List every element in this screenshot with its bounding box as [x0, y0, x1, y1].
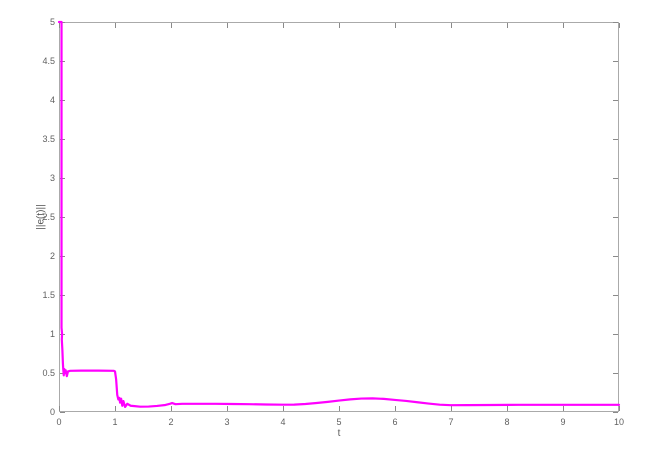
x-tick-label: 2 [168, 417, 174, 427]
y-tick-label: 1.5 [42, 290, 55, 300]
x-tick-label: 5 [336, 417, 342, 427]
y-tick-label: 4.5 [42, 56, 55, 66]
y-tick-label: 0.5 [42, 368, 55, 378]
x-tick-label: 7 [448, 417, 454, 427]
y-tick-label: 2 [49, 251, 55, 261]
y-tick-label: 1 [49, 329, 55, 339]
y-tick-label: 3 [49, 173, 55, 183]
y-axis-label: ||e(t)|| [35, 204, 47, 230]
x-tick-label: 4 [280, 417, 286, 427]
x-tick-label: 1 [112, 417, 118, 427]
series-line [57, 20, 621, 409]
x-axis-label: t [337, 428, 341, 439]
x-tick-label: 6 [392, 417, 398, 427]
axis-box [59, 22, 619, 412]
y-tick-label: 3.5 [42, 134, 55, 144]
y-tick-label: 5 [49, 17, 55, 27]
y-tick-label: 4 [49, 95, 55, 105]
x-tick-label: 8 [504, 417, 510, 427]
plot-area [57, 20, 621, 413]
x-tick-label: 9 [560, 417, 566, 427]
x-tick-label: 10 [613, 417, 625, 427]
x-tick-label: 3 [224, 417, 230, 427]
y-tick-label: 0 [49, 407, 55, 417]
x-tick-label: 0 [56, 417, 62, 427]
line-chart-svg [57, 20, 621, 413]
y-tick-label: 2.5 [42, 212, 55, 222]
